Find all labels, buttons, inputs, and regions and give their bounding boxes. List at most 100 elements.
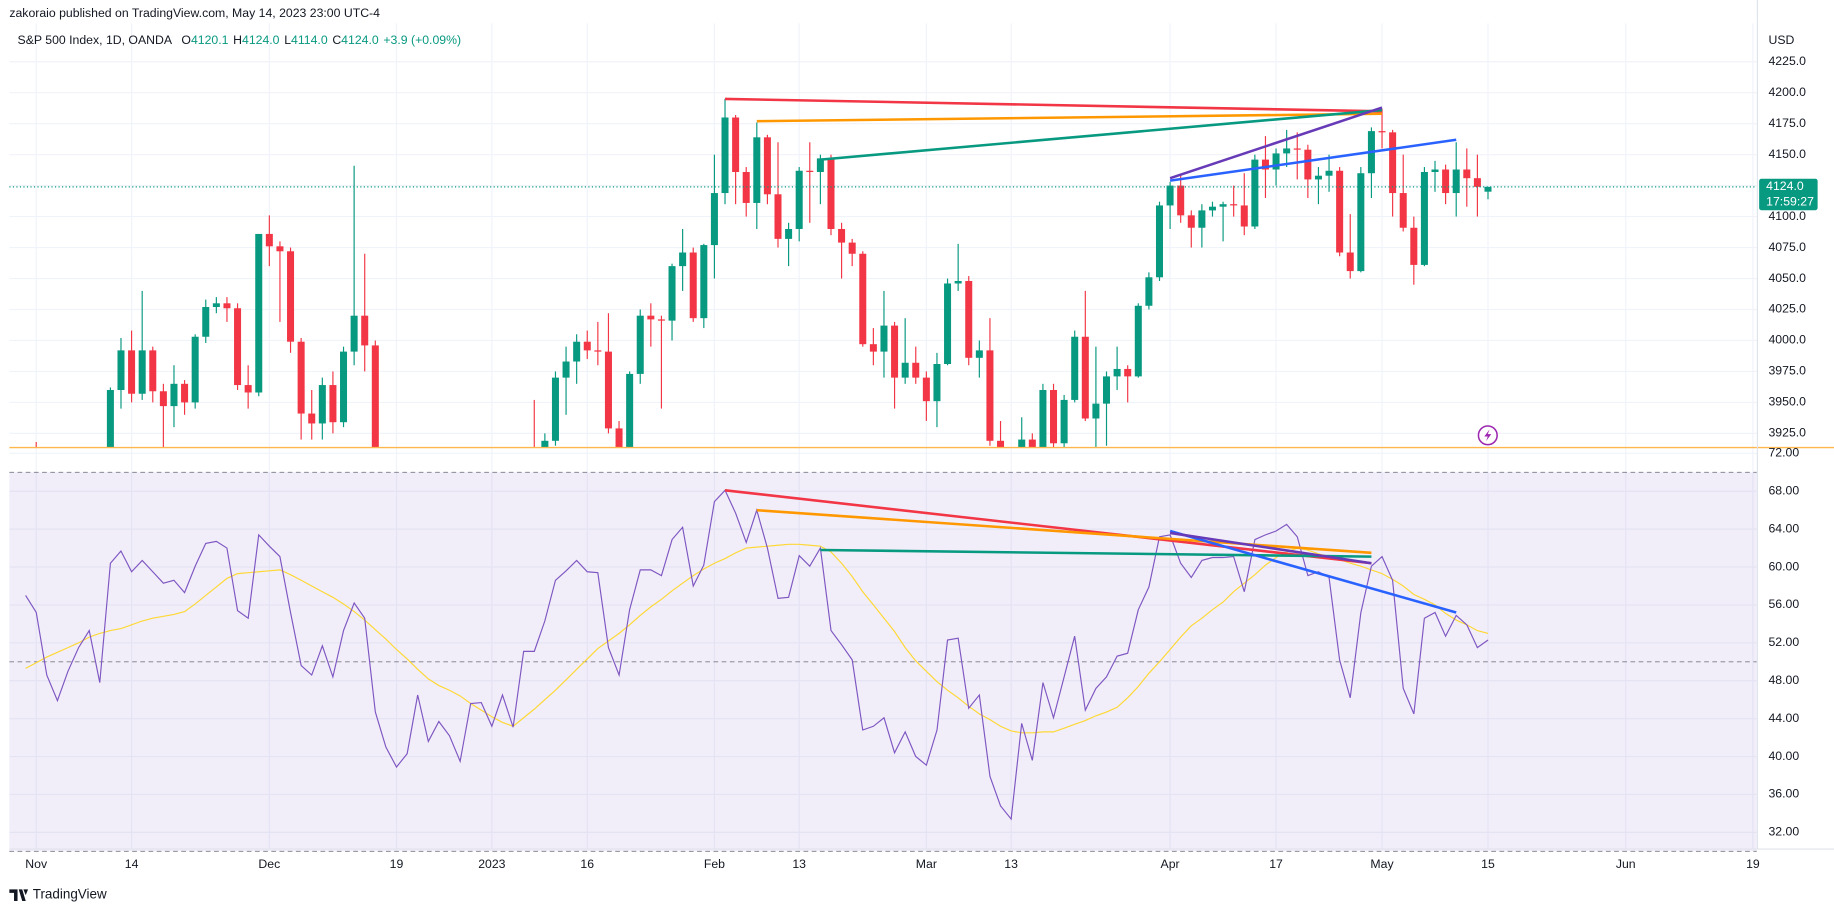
candle-body bbox=[1124, 368, 1132, 377]
candle-body bbox=[1134, 305, 1142, 377]
price-tick-label: 4175.0 bbox=[1768, 116, 1806, 130]
candle-body bbox=[647, 315, 655, 320]
candle-body bbox=[149, 350, 157, 392]
candle-body bbox=[710, 193, 718, 246]
candle-body bbox=[255, 233, 263, 393]
x-tick-label: 13 bbox=[792, 857, 806, 871]
candle-body bbox=[1473, 178, 1481, 187]
candle-body bbox=[753, 137, 761, 203]
candle-body bbox=[551, 377, 559, 441]
x-tick-label: Mar bbox=[916, 857, 937, 871]
candle-body bbox=[1251, 159, 1259, 227]
x-tick-label: 2023 bbox=[478, 857, 505, 871]
trend-line bbox=[724, 97, 1383, 113]
price-tick-label: 4100.0 bbox=[1768, 209, 1806, 223]
candle-body bbox=[880, 325, 888, 352]
candle-body bbox=[604, 351, 612, 429]
price-tick-label: 4150.0 bbox=[1768, 147, 1806, 161]
candle-body bbox=[276, 246, 284, 252]
candle-body bbox=[371, 345, 379, 447]
candle-body bbox=[869, 344, 877, 352]
candle-body bbox=[1155, 205, 1163, 278]
candle-body bbox=[1314, 175, 1322, 180]
countdown-label: 17:59:27 bbox=[1766, 194, 1814, 208]
rsi-trend-line bbox=[756, 508, 1372, 555]
rsi-bands bbox=[9, 471, 1757, 852]
candle-body bbox=[562, 361, 570, 378]
candle-body bbox=[106, 390, 114, 447]
candle-body bbox=[1399, 193, 1407, 228]
last-price-label: 4124.0 bbox=[1766, 179, 1804, 193]
candle-body bbox=[1092, 403, 1100, 419]
candle-body bbox=[329, 385, 337, 423]
candle-body bbox=[806, 170, 814, 172]
price-tick-label: 4025.0 bbox=[1768, 302, 1806, 316]
x-tick-label: Feb bbox=[704, 857, 725, 871]
x-tick-label: 15 bbox=[1481, 857, 1495, 871]
candle-body bbox=[816, 158, 824, 172]
x-tick-label: 16 bbox=[580, 857, 594, 871]
x-tick-label: 19 bbox=[390, 857, 404, 871]
alert-icon[interactable] bbox=[1477, 425, 1498, 446]
trend-line bbox=[1169, 106, 1383, 180]
candle-body bbox=[573, 341, 581, 362]
candle-body bbox=[297, 341, 305, 414]
rsi-trend-line bbox=[1169, 531, 1372, 565]
candle-body bbox=[191, 336, 199, 403]
legend-label: H bbox=[233, 33, 242, 47]
candle-body bbox=[1336, 170, 1344, 253]
x-tick-label: 14 bbox=[125, 857, 139, 871]
candle-body bbox=[1230, 204, 1238, 206]
candle-body bbox=[785, 228, 793, 239]
candle-body bbox=[340, 351, 348, 423]
candle-body bbox=[1028, 439, 1036, 447]
candle-body bbox=[668, 266, 676, 321]
candle-body bbox=[159, 391, 167, 407]
x-tick-label: Jun bbox=[1616, 857, 1636, 871]
candle-body bbox=[1272, 153, 1280, 170]
candle-body bbox=[763, 137, 771, 195]
candle-body bbox=[1410, 227, 1418, 265]
x-tick-label: 19 bbox=[1746, 857, 1760, 871]
candle-body bbox=[933, 363, 941, 402]
legend-value: 4120.1 bbox=[191, 33, 229, 47]
legend-value: 4124.0 bbox=[242, 33, 280, 47]
legend-label: L bbox=[284, 33, 291, 47]
candle-body bbox=[944, 283, 952, 364]
rsi-tick-label: 64.00 bbox=[1768, 521, 1799, 535]
x-tick-label: Nov bbox=[25, 857, 48, 871]
candle-body bbox=[838, 228, 846, 243]
candle-body bbox=[1102, 376, 1111, 404]
candle-body bbox=[1304, 149, 1312, 180]
candle-body bbox=[891, 325, 899, 378]
rsi-tick-label: 36.00 bbox=[1768, 787, 1799, 801]
tradingview-logo[interactable] bbox=[9, 889, 29, 901]
x-tick-label: 13 bbox=[1004, 857, 1018, 871]
rsi-trend-line bbox=[1169, 529, 1457, 614]
candle-body bbox=[234, 308, 242, 386]
candle-body bbox=[1187, 215, 1195, 228]
currency-label: USD bbox=[1768, 33, 1794, 47]
x-tick-label: May bbox=[1370, 857, 1394, 871]
candle-body bbox=[986, 350, 994, 441]
rsi-tick-label: 72.00 bbox=[1768, 446, 1799, 460]
alert-bolt[interactable] bbox=[1484, 429, 1492, 442]
footer-brand[interactable]: TradingView bbox=[33, 887, 107, 902]
candle-body bbox=[350, 315, 358, 352]
candle-body bbox=[1081, 336, 1089, 419]
candle-body bbox=[138, 350, 146, 394]
price-tick-label: 4200.0 bbox=[1768, 85, 1806, 99]
candle-body bbox=[1484, 186, 1492, 192]
candle-body bbox=[1219, 204, 1227, 207]
candle-body bbox=[774, 194, 782, 239]
logo-mark[interactable] bbox=[9, 889, 29, 901]
candle-body bbox=[1240, 205, 1248, 227]
rsi-tick-label: 40.00 bbox=[1768, 749, 1799, 763]
candle-body bbox=[1357, 173, 1365, 272]
price-tick-label: 4225.0 bbox=[1768, 54, 1806, 68]
rsi-line bbox=[25, 489, 1489, 821]
candle-body bbox=[626, 373, 634, 447]
price-tick-label: 4075.0 bbox=[1768, 240, 1806, 254]
